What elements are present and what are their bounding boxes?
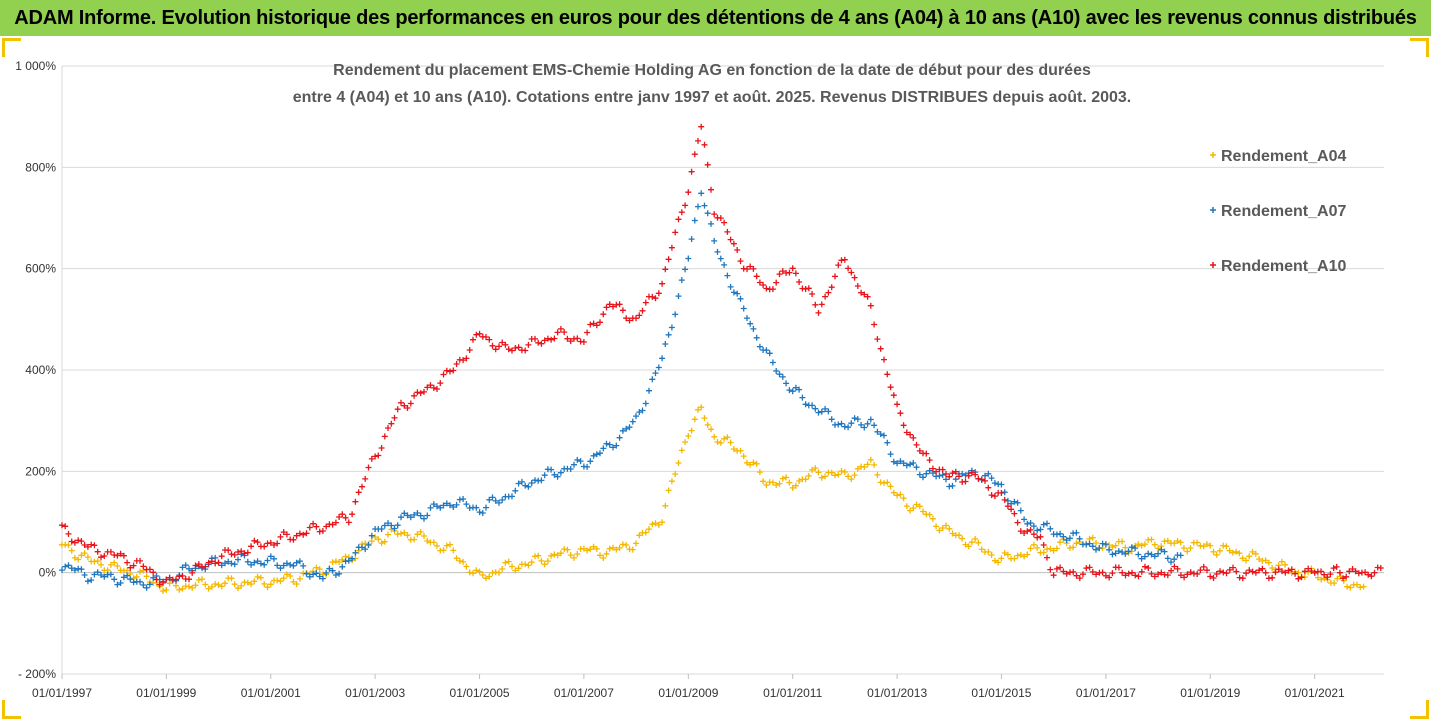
chart-title-line-1: Rendement du placement EMS-Chemie Holdin… xyxy=(333,62,1091,79)
y-tick-label: 0% xyxy=(39,566,57,580)
corner-marker xyxy=(2,38,21,57)
x-axis-ticks: 01/01/1997 01/01/1999 01/01/2001 01/01/2003… xyxy=(32,674,1345,700)
series-rendement-a07 xyxy=(59,190,1184,591)
report-title: ADAM Informe. Evolution historique des p… xyxy=(14,6,1417,29)
x-tick-label: 01/01/2021 xyxy=(1285,686,1345,700)
legend-marker-icon xyxy=(1210,262,1216,268)
legend-label: Rendement_A10 xyxy=(1221,258,1346,275)
legend-item: Rendement_A10 xyxy=(1210,258,1346,275)
y-tick-label: 400% xyxy=(25,363,56,377)
y-tick-label: 600% xyxy=(25,262,56,276)
legend-item: Rendement_A04 xyxy=(1210,148,1346,165)
series-markers-path xyxy=(59,190,1184,591)
y-tick-label: - 200% xyxy=(18,667,56,681)
y-tick-label: 1 000% xyxy=(15,59,56,73)
series-rendement-a04 xyxy=(59,404,1367,594)
y-tick-label: 800% xyxy=(25,160,56,174)
series-markers-path xyxy=(59,123,1384,588)
x-tick-label: 01/01/2007 xyxy=(554,686,614,700)
grid-lines xyxy=(61,65,1384,675)
x-tick-label: 01/01/1997 xyxy=(32,686,92,700)
x-tick-label: 01/01/2013 xyxy=(867,686,927,700)
legend-label: Rendement_A07 xyxy=(1221,203,1346,220)
corner-marker xyxy=(2,700,21,719)
x-tick-label: 01/01/1999 xyxy=(136,686,196,700)
report-banner: ADAM Informe. Evolution historique des p… xyxy=(0,0,1431,36)
y-axis-ticks: - 200% 0% 200% 400% 600% 800% 1 000% xyxy=(15,59,56,681)
corner-marker xyxy=(1410,38,1429,57)
legend-label: Rendement_A04 xyxy=(1221,148,1346,165)
corner-marker xyxy=(1410,700,1429,719)
x-tick-label: 01/01/2005 xyxy=(450,686,510,700)
series-markers-path xyxy=(59,404,1367,594)
x-tick-label: 01/01/2011 xyxy=(763,686,822,700)
chart-legend: Rendement_A04 Rendement_A07 Rendement_A10 xyxy=(1210,148,1346,275)
x-tick-label: 01/01/2003 xyxy=(345,686,405,700)
x-tick-label: 01/01/2017 xyxy=(1076,686,1136,700)
x-tick-label: 01/01/2015 xyxy=(971,686,1031,700)
legend-item: Rendement_A07 xyxy=(1210,203,1346,220)
x-tick-label: 01/01/2019 xyxy=(1180,686,1240,700)
performance-chart: - 200% 0% 200% 400% 600% 800% 1 000% 01/01/199… xyxy=(15,59,1384,700)
series-rendement-a10 xyxy=(59,123,1384,588)
chart-title-line-2: entre 4 (A04) et 10 ans (A10). Cotations… xyxy=(293,89,1132,106)
legend-marker-icon xyxy=(1210,207,1216,213)
y-tick-label: 200% xyxy=(25,464,56,478)
x-tick-label: 01/01/2009 xyxy=(658,686,718,700)
legend-marker-icon xyxy=(1210,152,1216,158)
x-tick-label: 01/01/2001 xyxy=(241,686,301,700)
series-markers xyxy=(59,123,1384,594)
